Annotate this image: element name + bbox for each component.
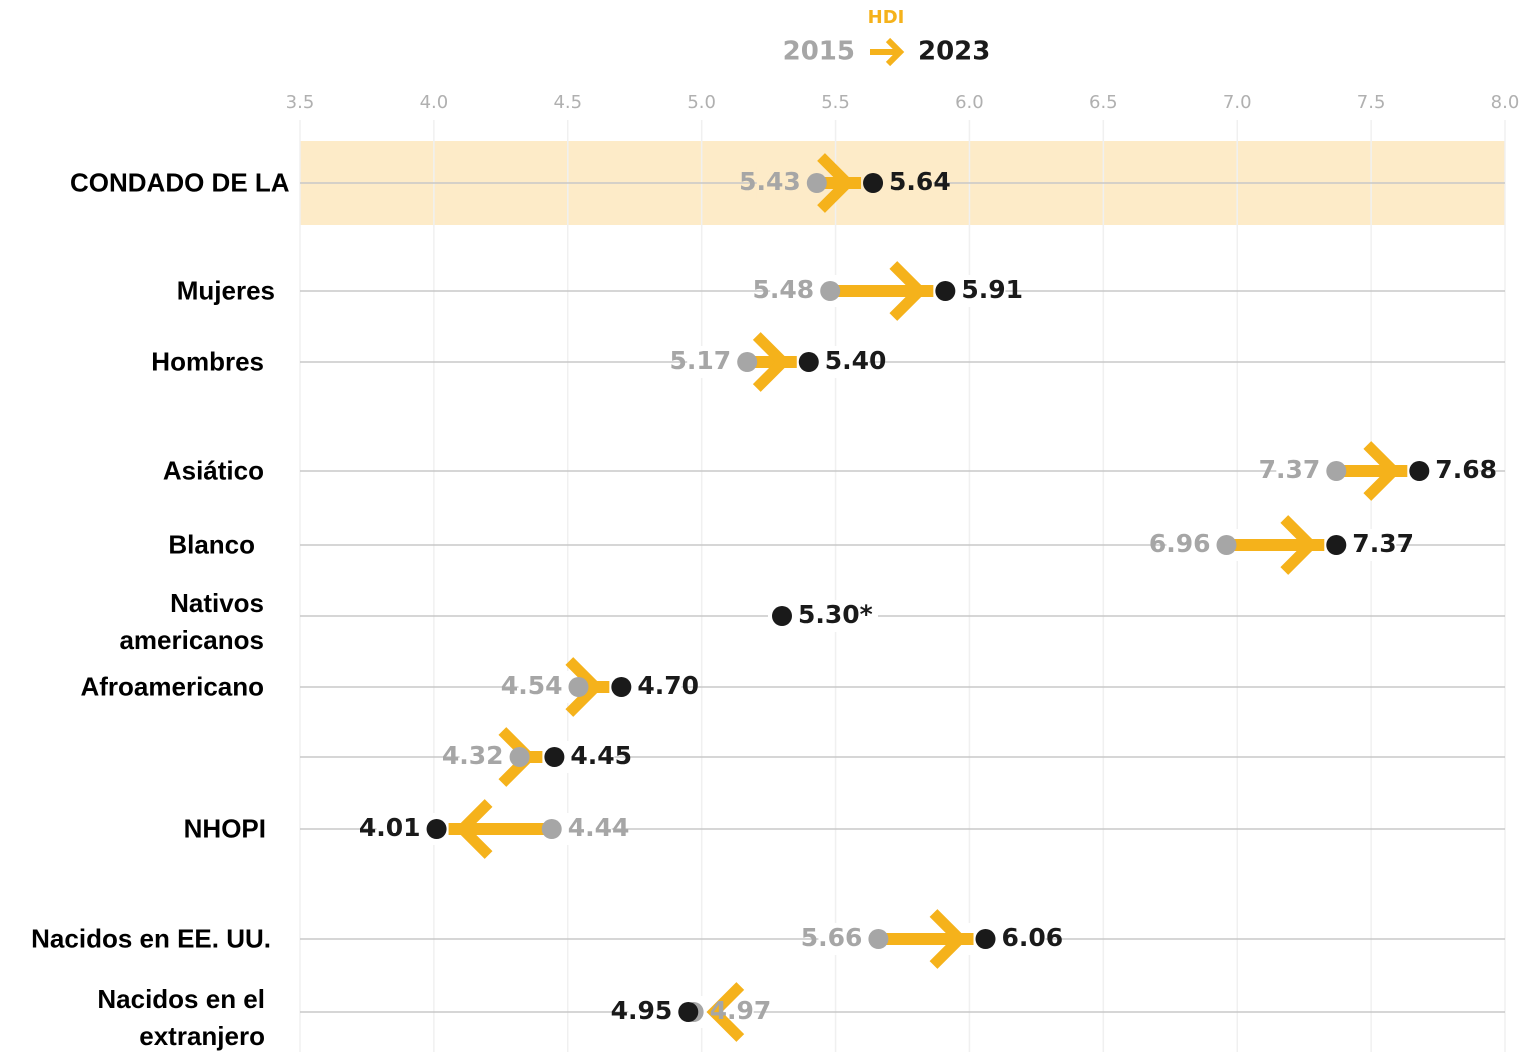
value-label: 4.45 (570, 741, 632, 770)
dot-2023 (772, 606, 792, 626)
dot-2015 (737, 352, 758, 372)
value-label: 4.97 (710, 996, 772, 1025)
value-label: 5.91 (961, 275, 1023, 304)
value-label: 7.37 (1259, 455, 1321, 484)
dot-2023 (935, 281, 956, 301)
dot-2023 (1409, 461, 1430, 481)
x-tick-label: 7.5 (1357, 92, 1386, 113)
dot-2015 (1326, 461, 1347, 481)
value-label: 4.95 (611, 996, 673, 1025)
category-label: NHOPI (183, 813, 266, 844)
legend-arrow (870, 37, 905, 67)
category-label: CONDADO DE LA (70, 167, 290, 198)
arrow-head (817, 153, 855, 213)
legend-title: HDI (868, 7, 905, 28)
value-label: 4.32 (442, 741, 504, 770)
category-label: Afroamericano (80, 671, 265, 702)
category-label: Mujeres (176, 275, 275, 306)
category-label: Asiático (162, 455, 264, 486)
x-tick-label: 3.5 (286, 92, 315, 113)
value-label: 6.96 (1149, 529, 1211, 558)
value-label: 5.48 (753, 275, 815, 304)
value-label: 5.64 (889, 167, 951, 196)
value-label: 5.66 (801, 923, 863, 952)
arrow-head (706, 982, 745, 1042)
value-label: 4.70 (637, 671, 699, 700)
legend-entry: 2023 (918, 37, 990, 67)
category-label: Blanco (168, 529, 255, 560)
arrow-head (1363, 441, 1402, 501)
x-tick-label: 8.0 (1491, 92, 1520, 113)
x-tick-label: 7.0 (1223, 92, 1252, 113)
value-label: 4.44 (568, 813, 630, 842)
change-arrow (459, 727, 615, 787)
value-label: 5.17 (670, 346, 732, 375)
value-label: 7.37 (1352, 529, 1414, 558)
dot-2023 (863, 173, 884, 193)
arrow-head (929, 909, 968, 969)
value-label: 4.54 (501, 671, 563, 700)
dot-2023 (544, 747, 565, 767)
value-label: 5.30* (798, 600, 873, 629)
x-tick-label: 4.0 (420, 92, 449, 113)
dot-2015 (509, 747, 530, 767)
value-label: 4.01 (359, 813, 421, 842)
change-arrow (770, 261, 1006, 321)
x-tick-label: 6.0 (955, 92, 984, 113)
dot-2023 (611, 677, 632, 697)
change-arrow (687, 332, 869, 392)
category-label: Hombres (151, 346, 264, 377)
x-tick-label: 5.0 (687, 92, 716, 113)
change-arrow (756, 153, 934, 213)
dot-2023 (798, 352, 819, 372)
category-label: Nacidos en el extranjero (97, 984, 265, 1051)
dot-2015 (806, 173, 827, 193)
arrow-head (565, 657, 604, 717)
change-arrow (376, 799, 612, 859)
dot-2023 (426, 819, 447, 839)
value-label: 5.43 (739, 167, 801, 196)
dot-2015 (541, 819, 562, 839)
category-label: Nativos americanos (119, 588, 264, 655)
value-label: 7.68 (1435, 455, 1497, 484)
dot-2023 (975, 929, 996, 949)
dot-2023 (1326, 535, 1347, 555)
value-label: 6.06 (1002, 923, 1064, 952)
dot-2015 (868, 929, 889, 949)
x-tick-label: 5.5 (821, 92, 850, 113)
arrow-head (1280, 515, 1319, 575)
arrow-head (454, 799, 493, 859)
change-arrow (818, 909, 1046, 969)
dot-2015 (1216, 535, 1237, 555)
change-arrow (1276, 441, 1480, 501)
dot-2023 (678, 1002, 699, 1022)
x-tick-label: 6.5 (1089, 92, 1118, 113)
x-tick-label: 4.5 (553, 92, 582, 113)
legend-entry: 2015 (783, 37, 855, 67)
category-label: Nacidos en EE. UU. (31, 923, 271, 954)
dot-2015 (820, 281, 841, 301)
arrow-head (752, 332, 791, 392)
change-arrow (1166, 515, 1397, 575)
value-label: 5.40 (825, 346, 887, 375)
arrow-head (889, 261, 928, 321)
dot-2015 (568, 677, 589, 697)
change-arrow (518, 657, 682, 717)
